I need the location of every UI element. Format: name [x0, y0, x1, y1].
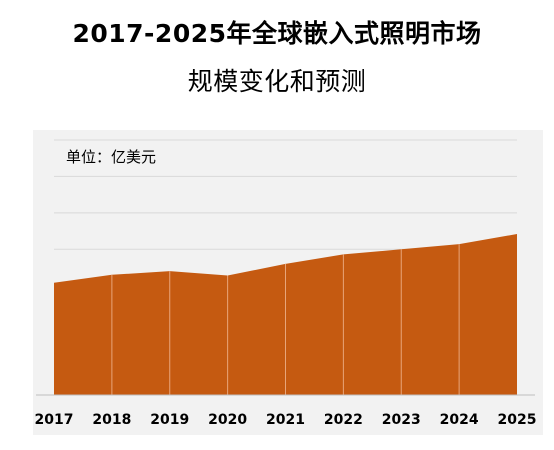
x-tick-label-2021: 2021 — [266, 412, 305, 428]
unit-label: 单位：亿美元 — [66, 148, 156, 166]
x-tick-label-2020: 2020 — [208, 412, 247, 428]
year-dividers — [111, 244, 460, 395]
x-tick-label-2017: 2017 — [35, 412, 74, 428]
x-tick-label-2023: 2023 — [382, 412, 421, 428]
x-tick-label-2024: 2024 — [440, 412, 479, 428]
chart-title-line2: 规模变化和预测 — [187, 67, 367, 96]
x-tick-label-2018: 2018 — [92, 412, 131, 428]
x-tick-labels: 2017 2018 2019 2020 2021 2022 2023 2024 2025 — [35, 412, 537, 428]
x-tick-label-2019: 2019 — [150, 412, 189, 428]
x-tick-label-2022: 2022 — [324, 412, 363, 428]
chart-title-line1: 2017-2025年全球嵌入式照明市场 — [72, 19, 482, 48]
x-tick-label-2025: 2025 — [498, 412, 537, 428]
